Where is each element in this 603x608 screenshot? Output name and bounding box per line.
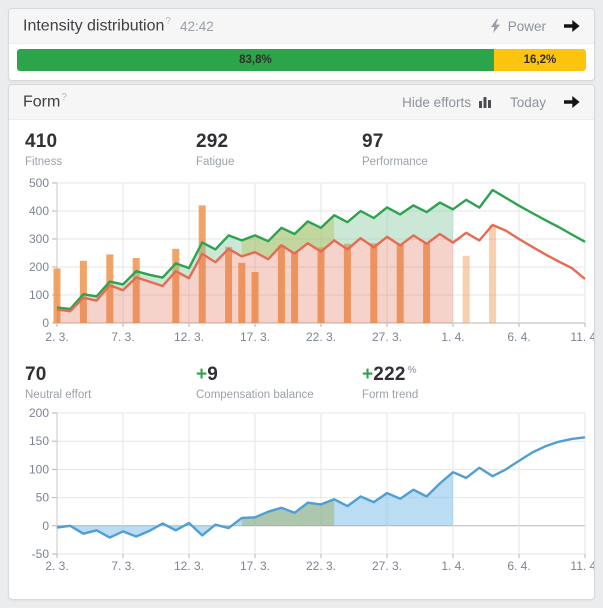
svg-text:12. 3.: 12. 3. xyxy=(174,559,204,573)
svg-text:11. 4.: 11. 4. xyxy=(570,559,594,573)
today-label: Today xyxy=(509,94,546,110)
help-icon[interactable]: ? xyxy=(165,16,171,28)
fitness-stats-row: 410 Fitness 292 Fatigue 97 Performance xyxy=(9,120,594,171)
intensity-distribution-bar: 83,8% 16,2% xyxy=(17,49,586,71)
grid: 0 100 200 300 400 500 2. 3. 7. 3. 12. 3. 17. 3. 22… xyxy=(29,176,594,344)
svg-text:100: 100 xyxy=(29,462,49,476)
neutral-effort-label: Neutral effort xyxy=(25,389,92,401)
performance-value: 97 xyxy=(362,131,384,152)
svg-text:12. 3.: 12. 3. xyxy=(174,330,204,344)
compensation-highlight xyxy=(241,215,335,260)
form-trend-value: +222% xyxy=(362,364,417,385)
svg-text:27. 3.: 27. 3. xyxy=(372,330,402,344)
fatigue-area xyxy=(57,234,453,323)
intensity-segment-1: 16,2% xyxy=(493,49,586,71)
arrow-right-icon xyxy=(564,19,580,33)
compensation-highlight xyxy=(241,499,335,526)
hide-efforts-button[interactable]: Hide efforts xyxy=(402,95,492,110)
fitness-label: Fitness xyxy=(25,156,63,168)
help-icon[interactable]: ? xyxy=(61,92,67,104)
grid: -50 0 50 100 150 200 2. 3. 7. 3. 12. 3. 17. 3. 22.… xyxy=(29,406,594,573)
intensity-card-header: Intensity distribution? 42:42 Power xyxy=(9,9,594,44)
svg-text:0: 0 xyxy=(42,316,49,330)
svg-text:17. 3.: 17. 3. xyxy=(240,559,270,573)
performance-stat: 97 Performance xyxy=(362,131,578,168)
svg-text:50: 50 xyxy=(36,491,50,505)
performance-label: Performance xyxy=(362,156,428,168)
svg-text:300: 300 xyxy=(29,232,49,246)
fitness-value: 410 xyxy=(25,131,58,152)
neutral-effort-stat: 70 Neutral effort xyxy=(25,364,196,401)
total-duration: 42:42 xyxy=(179,18,214,34)
fatigue-label: Fatigue xyxy=(196,156,235,168)
svg-text:17. 3.: 17. 3. xyxy=(240,330,270,344)
arrow-right-icon xyxy=(564,95,580,109)
fitness-line xyxy=(56,188,586,311)
form-area xyxy=(57,472,453,538)
svg-text:-50: -50 xyxy=(32,547,50,561)
hide-efforts-label: Hide efforts xyxy=(402,94,471,110)
svg-text:1. 4.: 1. 4. xyxy=(441,330,464,344)
fitness-stat: 410 Fitness xyxy=(25,131,196,168)
intensity-distribution-card: Intensity distribution? 42:42 Power 83,8… xyxy=(8,8,595,81)
svg-text:500: 500 xyxy=(29,176,49,190)
svg-text:22. 3.: 22. 3. xyxy=(306,330,336,344)
next-period-arrow-button[interactable] xyxy=(564,95,580,109)
compensation-balance-value: +9 xyxy=(196,364,219,385)
fatigue-stat: 292 Fatigue xyxy=(196,131,362,168)
svg-text:6. 4.: 6. 4. xyxy=(507,559,530,573)
svg-text:2. 3.: 2. 3. xyxy=(45,559,68,573)
fitness-fatigue-band xyxy=(57,202,453,312)
fatigue-value: 292 xyxy=(196,131,229,152)
form-line xyxy=(56,436,586,539)
power-label: Power xyxy=(507,18,546,34)
power-toggle[interactable]: Power xyxy=(490,19,546,34)
today-button[interactable]: Today xyxy=(510,95,546,110)
bar-chart-icon xyxy=(478,95,492,109)
neutral-effort-value: 70 xyxy=(25,364,47,385)
compensation-balance-stat: +9 Compensation balance xyxy=(196,364,362,401)
intensity-card-title: Intensity distribution? xyxy=(23,16,171,35)
svg-text:6. 4.: 6. 4. xyxy=(507,330,530,344)
form-trend-label: Form trend xyxy=(362,389,419,401)
svg-text:27. 3.: 27. 3. xyxy=(372,559,402,573)
svg-text:22. 3.: 22. 3. xyxy=(306,559,336,573)
form-card-title: Form? xyxy=(23,92,67,111)
svg-text:2. 3.: 2. 3. xyxy=(45,330,68,344)
svg-text:11. 4.: 11. 4. xyxy=(570,330,594,344)
svg-text:200: 200 xyxy=(29,406,49,420)
svg-text:7. 3.: 7. 3. xyxy=(111,330,134,344)
svg-text:400: 400 xyxy=(29,204,49,218)
svg-text:1. 4.: 1. 4. xyxy=(441,559,464,573)
form-card: Form? Hide efforts Today 410 Fitness xyxy=(8,84,595,600)
form-chart[interactable]: -50 0 50 100 150 200 2. 3. 7. 3. 12. 3. 17. 3. 22.… xyxy=(9,406,594,584)
svg-text:100: 100 xyxy=(29,288,49,302)
form-card-header: Form? Hide efforts Today xyxy=(9,85,594,120)
svg-text:200: 200 xyxy=(29,260,49,274)
svg-text:150: 150 xyxy=(29,434,49,448)
fatigue-line xyxy=(56,223,586,313)
next-section-arrow-button[interactable] xyxy=(564,19,580,33)
fitness-fatigue-chart[interactable]: 0 100 200 300 400 500 2. 3. 7. 3. 12. 3. 17. 3. 22… xyxy=(9,173,594,353)
lightning-bolt-icon xyxy=(490,19,501,33)
form-stats-row: 70 Neutral effort +9 Compensation balanc… xyxy=(9,353,594,404)
intensity-segment-0: 83,8% xyxy=(17,49,494,71)
effort-bars[interactable] xyxy=(53,205,497,323)
compensation-balance-label: Compensation balance xyxy=(196,389,314,401)
form-trend-stat: +222% Form trend xyxy=(362,364,578,401)
svg-text:7. 3.: 7. 3. xyxy=(111,559,134,573)
svg-text:0: 0 xyxy=(42,519,49,533)
